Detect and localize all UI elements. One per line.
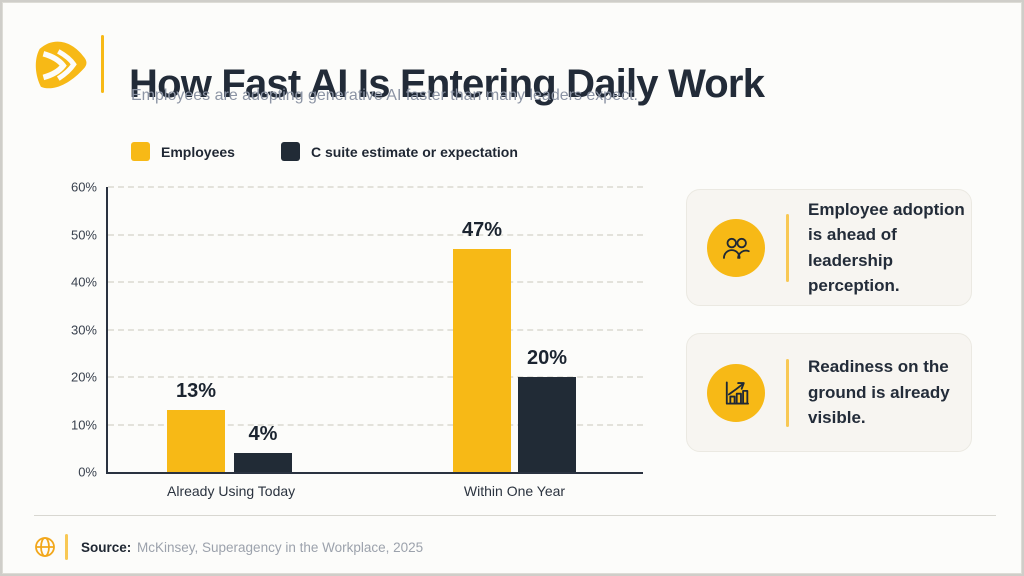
y-axis-tick-label: 50% xyxy=(70,227,97,242)
growth-chart-icon xyxy=(725,380,749,405)
y-axis-tick-label: 40% xyxy=(70,274,97,290)
gridline xyxy=(108,233,643,236)
legend-label-csuite: C suite estimate or expectation xyxy=(310,143,518,160)
legend-item-csuite: C suite estimate or expectation xyxy=(280,142,518,161)
gridline xyxy=(108,423,643,426)
bar-value-label: 20% xyxy=(526,347,568,369)
bar-with-label: 47% xyxy=(453,219,511,472)
bar-value-label: 13% xyxy=(175,380,217,403)
legend-swatch-csuite xyxy=(280,142,300,161)
gridline xyxy=(108,186,643,188)
growth-chart-icon-circle xyxy=(707,363,765,422)
bar-with-label: 20% xyxy=(518,347,576,472)
legend-swatch-employees xyxy=(131,142,150,161)
chart-legend: Employees C suite estimate or expectatio… xyxy=(131,142,518,161)
insight-text-readiness: Readiness on the ground is already visib… xyxy=(808,357,950,428)
people-icon-circle xyxy=(707,218,765,277)
y-axis-tick-label: 30% xyxy=(70,322,97,337)
footer-accent-divider xyxy=(65,534,68,560)
bar xyxy=(167,410,225,472)
people-icon xyxy=(723,237,750,259)
source-label: Source: xyxy=(81,540,132,555)
bar xyxy=(518,377,576,472)
insight-text-adoption: Employee adoption is ahead of leadership… xyxy=(808,199,965,296)
y-axis-labels: 0% 10% 20% 30% 40% 50% 60% xyxy=(41,180,97,480)
gridline xyxy=(108,328,643,331)
bar-value-label: 4% xyxy=(248,423,278,445)
x-axis-category-label: Already Using Today xyxy=(167,483,296,499)
brand-logo-icon xyxy=(35,41,87,89)
insight-card-readiness: Readiness on the ground is already visib… xyxy=(686,333,972,452)
footer-divider-line xyxy=(34,515,996,516)
bar-group: 47% 20% xyxy=(453,219,576,472)
header-accent-divider xyxy=(101,35,104,93)
plot-area: 13% 4% Already Using Today 47% 20% Within One… xyxy=(106,186,643,499)
y-axis-tick-label: 10% xyxy=(70,417,97,432)
legend-label-employees: Employees xyxy=(161,143,235,160)
bar-value-label: 47% xyxy=(461,218,503,241)
bar xyxy=(453,248,511,472)
y-axis-tick-label: 20% xyxy=(70,369,97,385)
source-text: McKinsey, Superagency in the Workplace, … xyxy=(137,540,424,555)
x-axis-category-label: Within One Year xyxy=(463,483,566,499)
card-accent-divider xyxy=(786,213,789,282)
insight-card-adoption: Employee adoption is ahead of leadership… xyxy=(686,189,972,306)
gridline xyxy=(108,376,643,378)
page-title: How Fast AI Is Entering Daily Work xyxy=(129,61,765,106)
y-axis-tick-label: 60% xyxy=(70,179,97,195)
bar-with-label: 4% xyxy=(234,423,292,472)
page-subtitle: Employees are adopting generative AI fas… xyxy=(131,87,638,104)
globe-icon xyxy=(35,537,55,557)
legend-item-employees: Employees xyxy=(131,142,235,161)
y-axis-tick-label: 0% xyxy=(78,464,97,480)
bar xyxy=(234,453,292,472)
bar-group: 13% 4% xyxy=(167,380,292,472)
bar-with-label: 13% xyxy=(167,380,225,472)
card-accent-divider xyxy=(786,358,789,427)
gridline xyxy=(108,281,643,283)
